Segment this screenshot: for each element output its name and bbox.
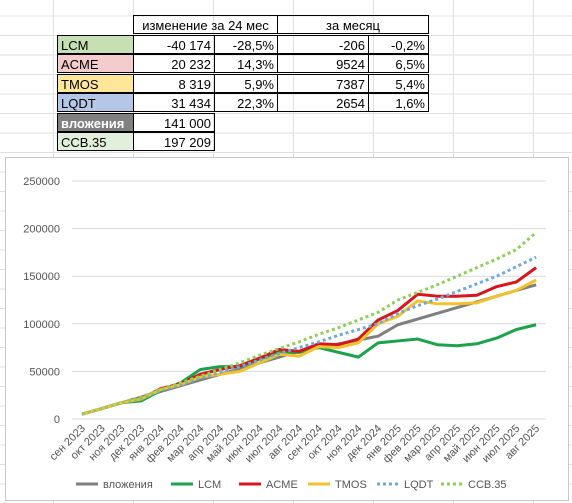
y-tick-label: 150000: [23, 271, 60, 283]
table-cell: 5,4%: [368, 73, 429, 93]
table-cell: за месяц: [277, 15, 429, 34]
table-cell: TMOS: [57, 73, 134, 93]
legend-label: LQDT: [404, 479, 434, 491]
table-cell: изменение за 24 мес: [133, 15, 278, 34]
table-cell: 5,9%: [214, 73, 278, 93]
table-cell: 14,3%: [214, 54, 278, 73]
table-cell: -0,2%: [368, 34, 429, 54]
table-cell: ССВ.35: [57, 132, 134, 151]
series-line: [81, 231, 538, 416]
table-cell: LQDT: [57, 93, 134, 112]
table-cell: 1,6%: [368, 93, 429, 112]
table-cell: 6,5%: [368, 54, 429, 73]
legend-label: TMOS: [335, 479, 367, 491]
table-cell: -206: [277, 34, 369, 54]
table-cell: 141 000: [133, 112, 215, 132]
legend-label: ACME: [266, 479, 298, 491]
table-cell: 9524: [277, 54, 369, 73]
table-cell: 2654: [277, 93, 369, 112]
y-tick-label: 0: [54, 414, 60, 426]
table-cell: 8 319: [133, 73, 215, 93]
table-cell: 7387: [277, 73, 369, 93]
table-cell: LCM: [57, 34, 134, 54]
table-cell: вложения: [57, 112, 134, 132]
legend-label: ССВ.35: [468, 479, 507, 491]
table-cell: 20 232: [133, 54, 215, 73]
table-cell: -28,5%: [214, 34, 278, 54]
table-cell: 22,3%: [214, 93, 278, 112]
y-tick-label: 200000: [23, 224, 60, 236]
table-cell: -40 174: [133, 34, 215, 54]
table-cell: 31 434: [133, 93, 215, 112]
y-tick-label: 50000: [29, 366, 60, 378]
legend-label: LCM: [198, 479, 221, 491]
y-tick-label: 250000: [23, 176, 60, 188]
legend-label: вложения: [103, 479, 153, 491]
series-line: [81, 266, 538, 416]
table-cell: ACME: [57, 54, 134, 73]
y-tick-label: 100000: [23, 319, 60, 331]
series-line: [81, 323, 537, 416]
series-line: [81, 255, 537, 416]
table-cell: 197 209: [133, 132, 215, 151]
